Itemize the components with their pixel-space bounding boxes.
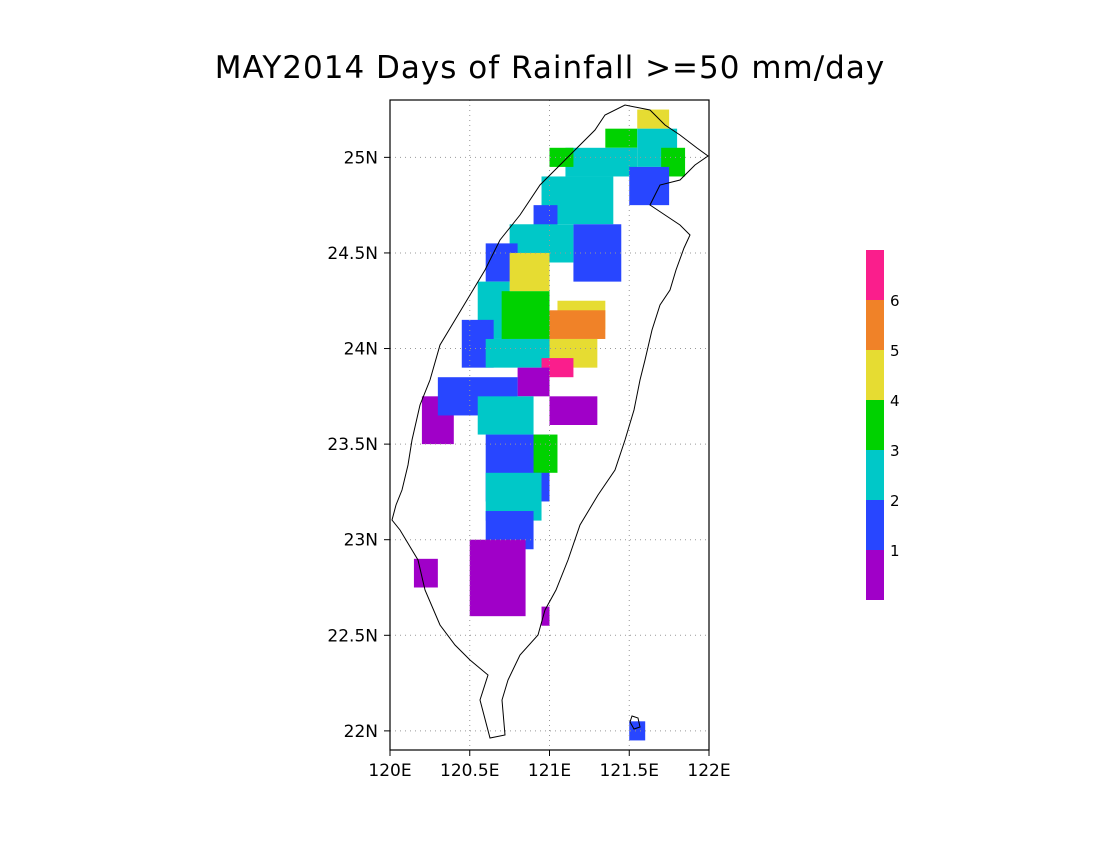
colorbar-label: 1 [890, 542, 900, 560]
rainfall-cell [565, 147, 638, 177]
lat-tick-label: 23N [344, 531, 378, 551]
colorbar-segment [866, 300, 884, 350]
lat-tick-label: 25N [344, 148, 378, 168]
rainfall-cell [501, 291, 550, 339]
rainfall-cell [549, 396, 598, 425]
rainfall-cell [573, 224, 622, 282]
rainfall-cell [605, 128, 638, 148]
colorbar-label: 6 [890, 292, 900, 310]
rainfall-cell [637, 109, 670, 129]
colorbar-segment [866, 250, 884, 300]
colorbar: 1 2 3 4 5 6 [866, 250, 900, 600]
island-outline [629, 715, 641, 730]
lat-tick-label: 24N [344, 340, 378, 360]
colorbar-segment [866, 450, 884, 500]
rainfall-cell [413, 558, 438, 588]
rainfall-cell [541, 606, 550, 626]
colorbar-segment [866, 400, 884, 450]
lat-tick-label: 22N [344, 722, 378, 742]
colorbar-label: 4 [890, 392, 900, 410]
rainfall-cell [629, 166, 670, 206]
lon-tick-label: 122E [687, 761, 730, 781]
colorbar-label: 5 [890, 342, 900, 360]
rainfall-cells [413, 109, 686, 741]
colorbar-label: 2 [890, 492, 900, 510]
lon-tick-label: 120.5E [440, 761, 499, 781]
rainfall-cell [549, 310, 606, 339]
lon-tick-label: 121E [528, 761, 571, 781]
map-title: MAY2014 Days of Rainfall >=50 mm/day [214, 50, 886, 86]
taiwan-coastline [391, 104, 709, 739]
rainfall-cell [485, 338, 550, 368]
rainfall-cell [533, 434, 558, 473]
lat-tick-label: 24.5N [327, 244, 378, 264]
rainfall-cell [549, 147, 574, 167]
rainfall-cell [469, 539, 526, 617]
colorbar-segment [866, 550, 884, 600]
map-axes: 120E 120.5E 121E 121.5E 122E 22N 22.5N 23N 23.5N… [327, 148, 730, 781]
rainfall-cell [629, 721, 646, 741]
colorbar-segment [866, 350, 884, 400]
colorbar-segment [866, 500, 884, 550]
rainfall-cell [509, 252, 550, 292]
rainfall-cell [477, 396, 534, 435]
lon-tick-label: 120E [368, 761, 411, 781]
lat-tick-label: 23.5N [327, 435, 378, 455]
colorbar-label: 3 [890, 442, 900, 460]
lon-tick-label: 121.5E [600, 761, 659, 781]
lat-tick-label: 22.5N [327, 626, 378, 646]
rainfall-cell [517, 367, 550, 397]
